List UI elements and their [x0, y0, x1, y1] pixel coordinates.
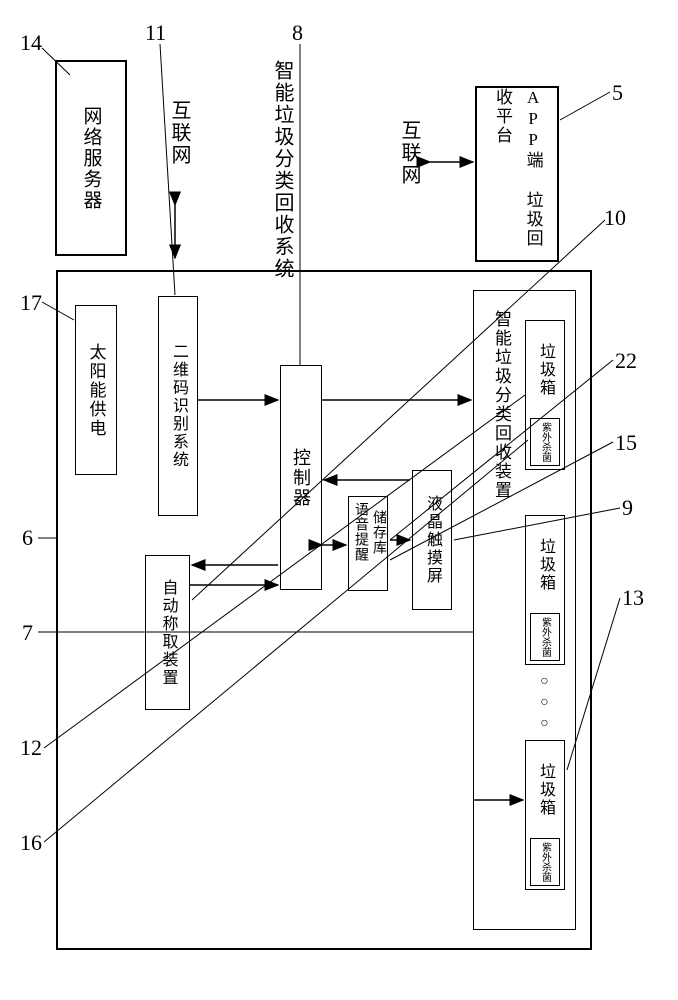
callout-13: 13: [622, 585, 644, 611]
callout-15: 15: [615, 430, 637, 456]
weigh-box: 自动称取装置: [145, 555, 190, 710]
app-line2: APP端: [524, 88, 543, 170]
uv-label-2: 紫外杀菌: [531, 614, 559, 660]
store-label: 储存库: [368, 510, 388, 555]
callout-16: 16: [20, 830, 42, 856]
ellipsis-dots: ○○○: [536, 674, 552, 737]
callout-12: 12: [20, 735, 42, 761]
callout-8: 8: [292, 20, 303, 46]
callout-22: 22: [615, 348, 637, 374]
internet2-label: 互联网: [395, 120, 424, 186]
voice-label: 语音提醒: [350, 502, 370, 562]
uv-box-2: 紫外杀菌: [530, 613, 560, 661]
uv-label-1: 紫外杀菌: [531, 419, 559, 465]
recycle-device-label: 智能垃圾分类回收装置: [489, 310, 514, 500]
controller-box: 控制器: [280, 365, 322, 590]
lcd-box: 液晶触摸屏: [412, 470, 452, 610]
qr-label: 二维码识别系统: [159, 297, 197, 515]
app-box: APP端 垃圾回收平台: [475, 86, 559, 262]
controller-label: 控制器: [281, 366, 321, 589]
uv-box-3: 紫外杀菌: [530, 838, 560, 886]
callout-17: 17: [20, 290, 42, 316]
callout-11: 11: [145, 20, 166, 46]
server-label: 网络服务器: [57, 62, 125, 254]
callout-14: 14: [20, 30, 42, 56]
solar-label: 太阳能供电: [76, 306, 116, 474]
callout-10: 10: [604, 205, 626, 231]
internet1-label: 互联网: [165, 100, 194, 166]
callout-7: 7: [22, 620, 33, 646]
uv-label-3: 紫外杀菌: [531, 839, 559, 885]
qr-box: 二维码识别系统: [158, 296, 198, 516]
callout-9: 9: [622, 495, 633, 521]
system-title: 智能垃圾分类回收系统: [268, 60, 297, 280]
weigh-label: 自动称取装置: [146, 556, 189, 709]
uv-box-1: 紫外杀菌: [530, 418, 560, 466]
lcd-label: 液晶触摸屏: [413, 471, 451, 609]
solar-box: 太阳能供电: [75, 305, 117, 475]
callout-6: 6: [22, 525, 33, 551]
callout-5: 5: [612, 80, 623, 106]
server-box: 网络服务器: [55, 60, 127, 256]
